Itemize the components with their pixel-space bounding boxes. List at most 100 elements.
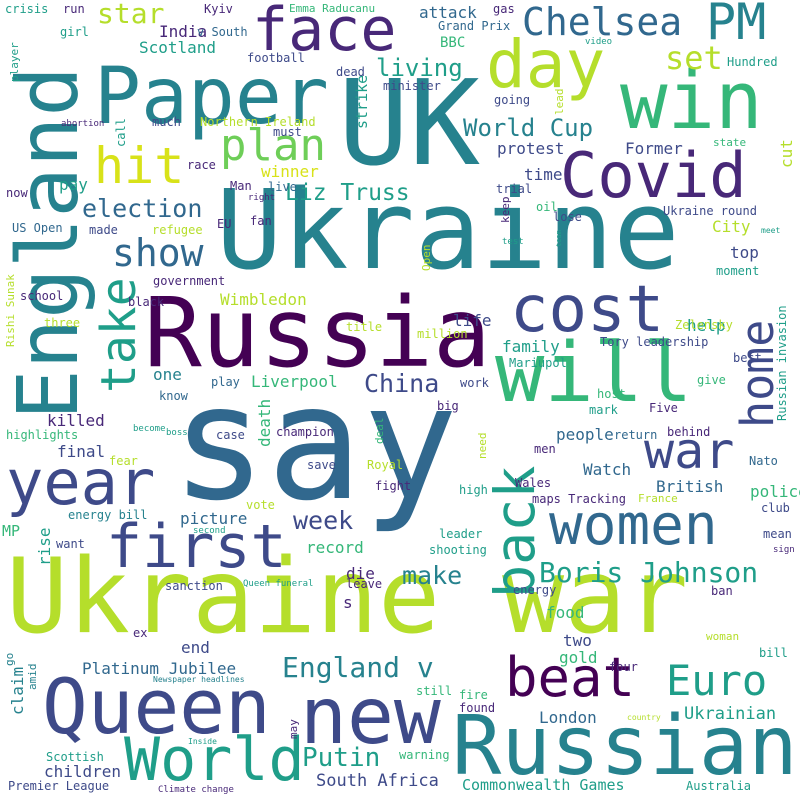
word-china: China xyxy=(364,369,440,398)
word-help: help xyxy=(687,316,726,335)
word-may: may xyxy=(287,719,300,739)
word-year: year xyxy=(6,446,156,519)
word-children: children xyxy=(44,762,122,781)
word-hundred: Hundred xyxy=(727,55,778,69)
word-big: big xyxy=(437,399,459,413)
word-woman: woman xyxy=(706,630,740,643)
word-protest: protest xyxy=(497,139,565,158)
word-liz-truss: Liz Truss xyxy=(285,180,410,206)
word-scottish: Scottish xyxy=(46,750,104,764)
word-australia: Australia xyxy=(686,779,752,793)
word-return: return xyxy=(614,428,658,442)
word-pm: PM xyxy=(706,0,767,51)
word-liverpool: Liverpool xyxy=(251,372,338,391)
word-kyiv: Kyiv xyxy=(204,2,233,16)
word-call: call xyxy=(114,118,128,147)
word-commonwealth-games: Commonwealth Games xyxy=(462,776,625,794)
word-platinum-jubilee: Platinum Jubilee xyxy=(82,659,237,678)
word-inside: Inside xyxy=(188,737,217,746)
word-second: second xyxy=(193,526,226,536)
word-open: Open xyxy=(420,244,433,272)
word-ukraine: Ukraine xyxy=(216,166,680,294)
word-royal: Royal xyxy=(367,458,404,472)
word-lose: lose xyxy=(553,210,582,224)
word-record: record xyxy=(306,538,364,557)
word-russian: Russian xyxy=(452,699,798,794)
word-pay: pay xyxy=(59,175,88,194)
word-india: India xyxy=(159,22,208,41)
word-putin: Putin xyxy=(302,743,381,773)
word-top: top xyxy=(730,243,759,262)
word-title: title xyxy=(346,320,383,334)
word-grand-prix: Grand Prix xyxy=(438,19,511,33)
word-rise: rise xyxy=(35,527,54,566)
word-ex: ex xyxy=(133,626,148,640)
word-picture: picture xyxy=(180,509,248,528)
word-made: made xyxy=(89,223,118,237)
word-final: final xyxy=(57,442,106,461)
word-strike: strike xyxy=(353,74,371,129)
word-must: must xyxy=(273,125,302,139)
word-claim: claim xyxy=(8,666,27,715)
word-work: work xyxy=(460,376,489,390)
word-euro: Euro xyxy=(666,656,768,705)
word-two: two xyxy=(563,631,592,650)
word-maps-tracking: maps Tracking xyxy=(532,492,626,506)
word-sanction: sanction xyxy=(165,579,223,593)
word-death: death xyxy=(255,398,274,447)
word-shooting: shooting xyxy=(429,543,487,557)
word-men: men xyxy=(534,442,556,456)
word-team: team xyxy=(555,230,563,247)
word-gold: gold xyxy=(559,648,598,667)
word-ukraine-round: Ukraine round xyxy=(663,204,757,218)
word-russian-invasion: Russian invasion xyxy=(775,305,789,421)
word-home: home xyxy=(731,319,784,428)
word-russia: Russia xyxy=(144,277,491,389)
word-family: family xyxy=(502,337,560,356)
word-club: club xyxy=(761,501,790,515)
word-trial: trial xyxy=(496,182,533,196)
word-week: week xyxy=(293,506,354,535)
word-time: time xyxy=(524,165,563,184)
word-lead: lead xyxy=(553,88,566,116)
word-world: World xyxy=(124,725,305,795)
word-know: know xyxy=(159,389,188,403)
word-nato: Nato xyxy=(749,454,778,468)
word-play: play xyxy=(211,375,240,389)
word-rishi-sunak: Rishi Sunak xyxy=(4,274,17,347)
word-champion: champion xyxy=(276,425,334,439)
word-tory-leadership: Tory leadership xyxy=(600,335,709,349)
word-million: million xyxy=(417,327,468,341)
word-host: host xyxy=(597,387,626,401)
word-us-open: US Open xyxy=(12,221,63,235)
word-queen: Queen xyxy=(42,662,271,751)
word-show: show xyxy=(112,231,204,275)
word-country: country xyxy=(627,713,661,722)
word-killed: killed xyxy=(47,411,105,430)
word-mean: mean xyxy=(763,527,792,541)
word-queen-funeral: Queen funeral xyxy=(243,579,314,589)
word-football: football xyxy=(247,51,305,65)
word-women: women xyxy=(549,493,718,558)
word-minister: minister xyxy=(383,79,441,93)
word-police: police xyxy=(750,482,800,501)
word-london: London xyxy=(539,708,597,727)
word-keep: keep xyxy=(499,196,512,224)
word-say: say xyxy=(171,351,459,536)
word-amid: amid xyxy=(26,663,39,691)
word-found: found xyxy=(459,701,496,715)
word-government: government xyxy=(153,274,226,288)
word-now: now xyxy=(6,186,28,200)
word-northern-ireland: Northern Ireland xyxy=(200,115,316,129)
word-set: set xyxy=(665,39,723,77)
word-england-v: England v xyxy=(282,651,434,684)
word-fire: fire xyxy=(459,688,488,702)
word-v-south: v South xyxy=(197,25,248,39)
word-boris-johnson: Boris Johnson xyxy=(539,556,759,589)
word-behind: behind xyxy=(667,425,711,439)
word-three: three xyxy=(44,316,81,330)
word-end: end xyxy=(181,638,210,657)
word-wales: Wales xyxy=(515,476,552,490)
word-right: right xyxy=(248,193,276,203)
word-meet: meet xyxy=(761,226,781,235)
